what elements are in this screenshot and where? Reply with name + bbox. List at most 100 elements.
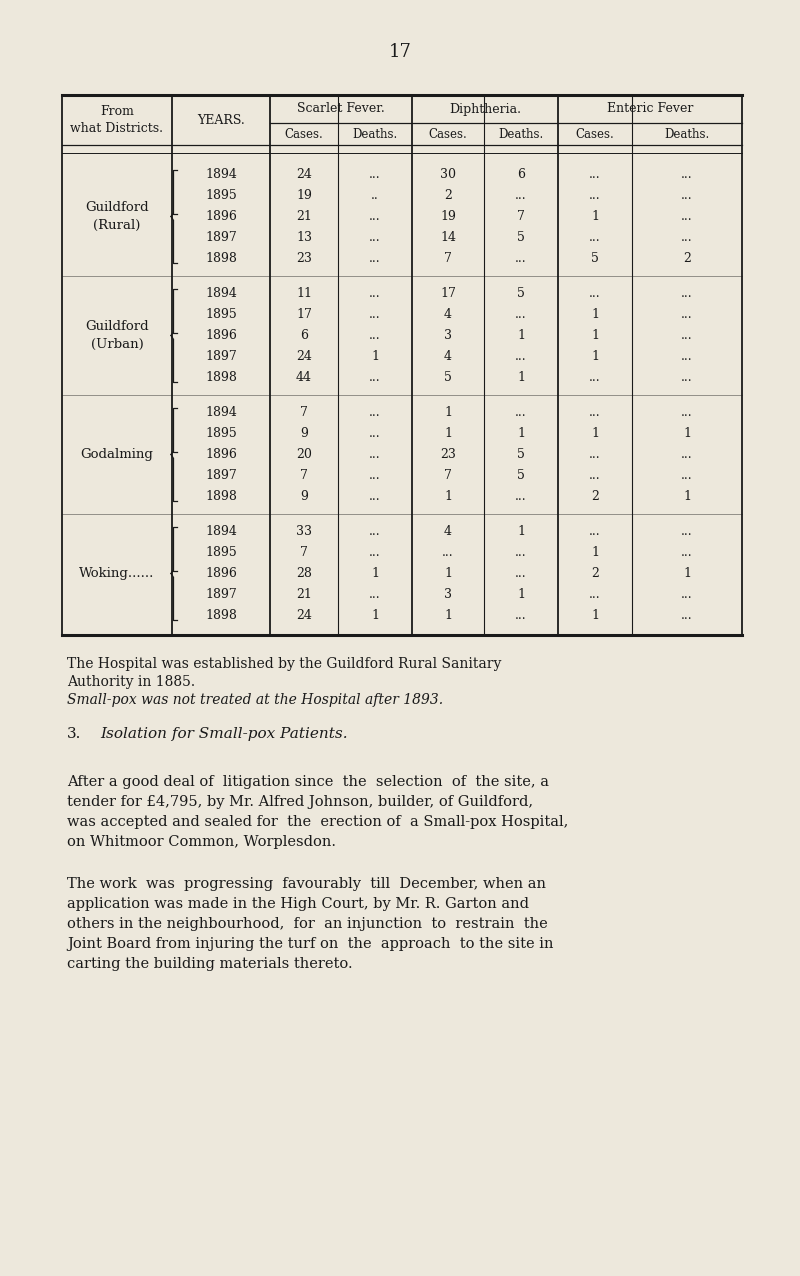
Text: 1896: 1896 bbox=[205, 448, 237, 461]
Text: 7: 7 bbox=[300, 406, 308, 419]
Text: 1: 1 bbox=[444, 567, 452, 581]
Text: 2: 2 bbox=[591, 490, 599, 503]
Text: Enteric Fever: Enteric Fever bbox=[607, 102, 693, 116]
Text: 30: 30 bbox=[440, 168, 456, 181]
Text: 5: 5 bbox=[517, 448, 525, 461]
Text: ...: ... bbox=[369, 406, 381, 419]
Text: Guildford
(Urban): Guildford (Urban) bbox=[85, 320, 149, 351]
Text: 1897: 1897 bbox=[205, 350, 237, 362]
Text: 1896: 1896 bbox=[205, 567, 237, 581]
Text: 19: 19 bbox=[296, 189, 312, 202]
Text: ...: ... bbox=[442, 546, 454, 559]
Text: ...: ... bbox=[681, 231, 693, 244]
Text: 24: 24 bbox=[296, 350, 312, 362]
Text: 1894: 1894 bbox=[205, 287, 237, 300]
Text: 1: 1 bbox=[517, 329, 525, 342]
Text: 5: 5 bbox=[444, 371, 452, 384]
Text: 9: 9 bbox=[300, 427, 308, 440]
Text: 1: 1 bbox=[591, 308, 599, 322]
Text: 1897: 1897 bbox=[205, 588, 237, 601]
Text: ...: ... bbox=[515, 567, 527, 581]
Text: ...: ... bbox=[589, 524, 601, 538]
Text: ...: ... bbox=[589, 231, 601, 244]
Text: 1896: 1896 bbox=[205, 211, 237, 223]
Text: The Hospital was established by the Guildford Rural Sanitary: The Hospital was established by the Guil… bbox=[67, 657, 502, 671]
Text: 13: 13 bbox=[296, 231, 312, 244]
Text: ...: ... bbox=[681, 308, 693, 322]
Text: others in the neighbourhood,  for  an injunction  to  restrain  the: others in the neighbourhood, for an inju… bbox=[67, 917, 548, 931]
Text: 1895: 1895 bbox=[205, 546, 237, 559]
Text: ...: ... bbox=[589, 406, 601, 419]
Text: ...: ... bbox=[515, 406, 527, 419]
Text: 2: 2 bbox=[444, 189, 452, 202]
Text: 2: 2 bbox=[683, 251, 691, 265]
Text: 1894: 1894 bbox=[205, 524, 237, 538]
Text: ...: ... bbox=[681, 609, 693, 621]
Text: ...: ... bbox=[681, 287, 693, 300]
Text: Diphtheria.: Diphtheria. bbox=[449, 102, 521, 116]
Text: Cases.: Cases. bbox=[285, 128, 323, 140]
Text: ...: ... bbox=[369, 329, 381, 342]
Text: ...: ... bbox=[681, 470, 693, 482]
Text: 1: 1 bbox=[371, 567, 379, 581]
Text: Scarlet Fever.: Scarlet Fever. bbox=[297, 102, 385, 116]
Text: 1: 1 bbox=[683, 567, 691, 581]
Text: 17: 17 bbox=[440, 287, 456, 300]
Text: 1: 1 bbox=[444, 427, 452, 440]
Text: 5: 5 bbox=[517, 231, 525, 244]
Text: Small-pox was not treated at the Hospital after 1893.: Small-pox was not treated at the Hospita… bbox=[67, 693, 443, 707]
Text: on Whitmoor Common, Worplesdon.: on Whitmoor Common, Worplesdon. bbox=[67, 835, 336, 849]
Text: 5: 5 bbox=[591, 251, 599, 265]
Text: 1: 1 bbox=[683, 427, 691, 440]
Text: Deaths.: Deaths. bbox=[664, 128, 710, 140]
Text: 4: 4 bbox=[444, 308, 452, 322]
Text: 1: 1 bbox=[517, 524, 525, 538]
Text: ...: ... bbox=[369, 490, 381, 503]
Text: 2: 2 bbox=[591, 567, 599, 581]
Text: 6: 6 bbox=[517, 168, 525, 181]
Text: 3.: 3. bbox=[67, 727, 82, 741]
Text: 1: 1 bbox=[683, 490, 691, 503]
Text: Cases.: Cases. bbox=[576, 128, 614, 140]
Text: ...: ... bbox=[369, 588, 381, 601]
Text: ...: ... bbox=[369, 524, 381, 538]
Text: ...: ... bbox=[369, 470, 381, 482]
Text: 7: 7 bbox=[300, 470, 308, 482]
Text: carting the building materials thereto.: carting the building materials thereto. bbox=[67, 957, 353, 971]
Text: ...: ... bbox=[515, 308, 527, 322]
Text: 1: 1 bbox=[517, 371, 525, 384]
Text: Deaths.: Deaths. bbox=[498, 128, 544, 140]
Text: 21: 21 bbox=[296, 588, 312, 601]
Text: 14: 14 bbox=[440, 231, 456, 244]
Text: The work  was  progressing  favourably  till  December, when an: The work was progressing favourably till… bbox=[67, 877, 546, 891]
Text: 20: 20 bbox=[296, 448, 312, 461]
Text: 1: 1 bbox=[517, 588, 525, 601]
Text: 17: 17 bbox=[389, 43, 411, 61]
Text: 24: 24 bbox=[296, 609, 312, 621]
Text: Deaths.: Deaths. bbox=[352, 128, 398, 140]
Text: Woking......: Woking...... bbox=[79, 567, 154, 581]
Text: 1: 1 bbox=[444, 609, 452, 621]
Text: 1898: 1898 bbox=[205, 490, 237, 503]
Text: ...: ... bbox=[589, 168, 601, 181]
Text: ...: ... bbox=[681, 448, 693, 461]
Text: 6: 6 bbox=[300, 329, 308, 342]
Text: ...: ... bbox=[589, 470, 601, 482]
Text: 1: 1 bbox=[444, 490, 452, 503]
Text: ...: ... bbox=[369, 427, 381, 440]
Text: 1: 1 bbox=[371, 350, 379, 362]
Text: tender for £4,795, by Mr. Alfred Johnson, builder, of Guildford,: tender for £4,795, by Mr. Alfred Johnson… bbox=[67, 795, 533, 809]
Text: After a good deal of  litigation since  the  selection  of  the site, a: After a good deal of litigation since th… bbox=[67, 775, 549, 789]
Text: 19: 19 bbox=[440, 211, 456, 223]
Text: ..: .. bbox=[371, 189, 379, 202]
Text: Isolation for Small-pox Patients.: Isolation for Small-pox Patients. bbox=[100, 727, 348, 741]
Text: ...: ... bbox=[515, 546, 527, 559]
Text: ...: ... bbox=[681, 350, 693, 362]
Text: 17: 17 bbox=[296, 308, 312, 322]
Text: 1897: 1897 bbox=[205, 231, 237, 244]
Text: ...: ... bbox=[681, 189, 693, 202]
Text: ...: ... bbox=[369, 211, 381, 223]
Text: 1895: 1895 bbox=[205, 427, 237, 440]
Text: 1: 1 bbox=[591, 350, 599, 362]
Text: 1895: 1895 bbox=[205, 189, 237, 202]
